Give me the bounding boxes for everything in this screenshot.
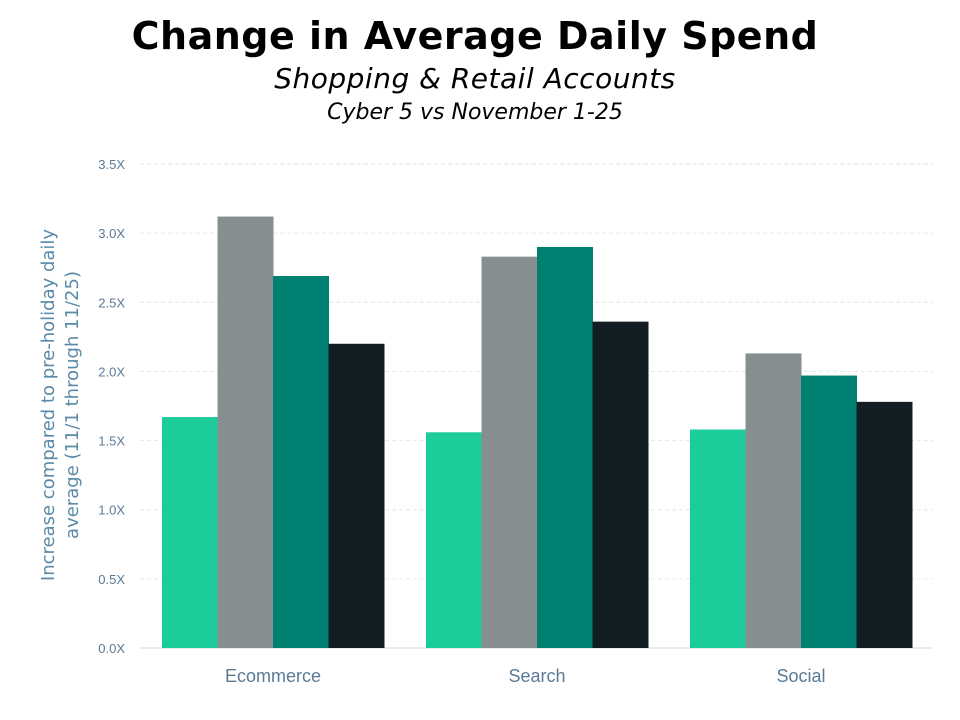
y-tick-label: 1.5X	[98, 434, 125, 449]
y-axis-label-line2: average (11/1 through 11/25)	[62, 271, 83, 539]
bar-search-series-2	[481, 256, 538, 648]
bar-ecommerce-series-2	[217, 216, 274, 648]
y-axis-ticks: 0.0X 0.5X 1.0X 1.5X 2.0X 2.5X 3.0X 3.5X	[98, 157, 125, 656]
y-tick-label: 0.0X	[98, 641, 125, 656]
bar-social-series-4	[856, 401, 913, 648]
bar-social-series-3	[801, 375, 857, 648]
bar-search-series-3	[537, 246, 593, 648]
bar-search-series-4	[592, 321, 649, 648]
x-category-label: Ecommerce	[225, 666, 321, 686]
bar-series	[162, 216, 913, 648]
y-tick-label: 3.0X	[98, 226, 125, 241]
bar-ecommerce-series-1	[162, 417, 218, 648]
y-tick-label: 2.0X	[98, 364, 125, 379]
chart-title: Change in Average Daily Spend	[131, 14, 819, 58]
x-category-label: Social	[776, 666, 825, 686]
chart-subtitle-secondary: Cyber 5 vs November 1-25	[327, 100, 623, 125]
bar-search-series-1	[426, 432, 482, 648]
y-axis-label-line1: Increase compared to pre-holiday daily	[38, 229, 59, 582]
bar-social-series-2	[745, 353, 802, 648]
y-tick-label: 2.5X	[98, 295, 125, 310]
bar-social-series-1	[690, 429, 746, 648]
chart-subtitle: Shopping & Retail Accounts	[274, 62, 676, 95]
y-axis-label: Increase compared to pre-holiday daily a…	[38, 229, 83, 582]
y-tick-label: 0.5X	[98, 572, 125, 587]
chart-header: Change in Average Daily Spend Shopping &…	[0, 10, 950, 130]
y-tick-label: 1.0X	[98, 503, 125, 518]
y-tick-label: 3.5X	[98, 157, 125, 172]
bar-ecommerce-series-4	[328, 343, 385, 648]
bar-ecommerce-series-3	[273, 276, 329, 648]
x-category-label: Search	[508, 666, 565, 686]
x-axis-categories: Ecommerce Search Social	[225, 666, 826, 686]
